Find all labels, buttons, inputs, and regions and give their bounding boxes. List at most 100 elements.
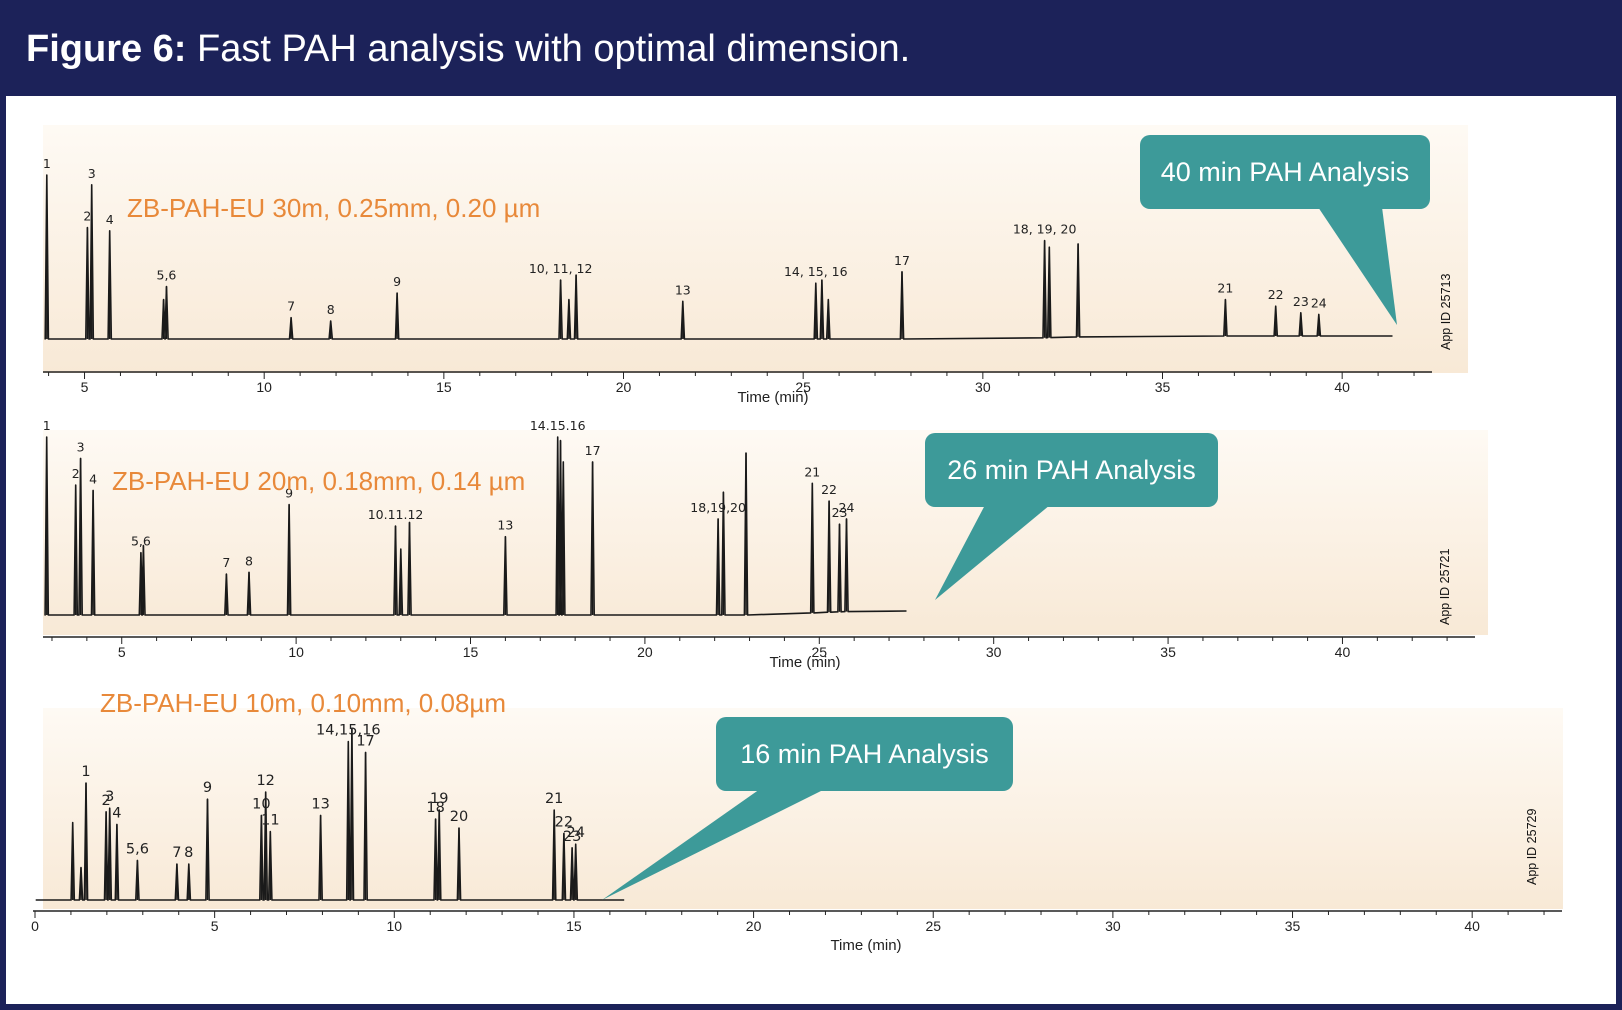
peak-label: 24 <box>567 825 585 841</box>
peak-label: 24 <box>839 500 855 515</box>
peak-label: 13 <box>311 796 329 812</box>
x-tick-label: 40 <box>1464 918 1480 934</box>
peak-label: 3 <box>88 166 96 181</box>
callout-text: 16 min PAH Analysis <box>740 739 989 769</box>
peak-label: 17 <box>356 733 374 749</box>
peak-label: 10 <box>252 796 270 812</box>
peak-label: 1 <box>81 764 90 780</box>
figure-title: Figure 6: Fast PAH analysis with optimal… <box>26 28 910 71</box>
panel-title: ZB-PAH-EU 30m, 0.25mm, 0.20 µm <box>127 193 540 223</box>
peak-label: 21 <box>545 791 563 807</box>
peak-label: 3 <box>77 439 85 454</box>
peak-label: 23 <box>563 829 581 845</box>
peak-label: 4 <box>112 805 121 821</box>
peak-label: 18, 19, 20 <box>1013 222 1077 237</box>
callout-pointer <box>602 789 825 900</box>
chromatogram-trace <box>44 436 907 616</box>
peak-label: 12 <box>256 773 274 789</box>
peak-label: 4 <box>89 471 97 486</box>
callout-text: 40 min PAH Analysis <box>1161 157 1410 187</box>
x-tick-label: 15 <box>566 918 582 934</box>
peak-label: 8 <box>184 845 193 861</box>
x-tick-label: 30 <box>1105 918 1121 934</box>
x-tick-label: 5 <box>81 379 89 395</box>
callout-box <box>716 717 1013 791</box>
peak-label: 8 <box>245 553 253 568</box>
peak-label: 23 <box>832 505 848 520</box>
figure-caption: Fast PAH analysis with optimal dimension… <box>197 28 911 70</box>
peak-label: 19 <box>430 791 448 807</box>
peak-label: 14, 15, 16 <box>784 264 848 279</box>
peak-label: 5,6 <box>157 268 177 283</box>
chromatogram-trace <box>44 174 1393 340</box>
x-tick-label: 30 <box>986 644 1002 660</box>
peak-label: 2 <box>83 208 91 223</box>
peak-label: 13 <box>497 518 513 533</box>
peak-label: 14,15,16 <box>316 723 381 739</box>
x-tick-label: 40 <box>1335 644 1351 660</box>
x-tick-label: 20 <box>637 644 653 660</box>
peak-label: 5,6 <box>126 841 149 857</box>
callout-box <box>1140 135 1430 209</box>
peak-label: 11 <box>261 813 279 829</box>
app-id-label: App ID 25729 <box>1525 809 1539 885</box>
x-tick-label: 35 <box>1160 644 1176 660</box>
peak-label: 18 <box>426 800 444 816</box>
panel-title: ZB-PAH-EU 10m, 0.10mm, 0.08µm <box>100 688 506 718</box>
peak-label: 7 <box>222 555 230 570</box>
x-tick-label: 25 <box>795 379 811 395</box>
figure-label: Figure 6: <box>26 28 187 70</box>
plot-background <box>43 430 1488 635</box>
peak-label: 22 <box>555 814 573 830</box>
x-axis-label: Time (min) <box>737 389 808 406</box>
x-tick-label: 10 <box>288 644 304 660</box>
peak-label: 14.15.16 <box>530 418 586 433</box>
peak-label: 17 <box>585 443 601 458</box>
peak-label: 24 <box>1311 295 1327 310</box>
peak-label: 9 <box>393 274 401 289</box>
peak-label: 21 <box>804 464 820 479</box>
peak-label: 10, 11, 12 <box>529 261 593 276</box>
peak-label: 1 <box>43 156 51 171</box>
x-tick-label: 25 <box>925 918 941 934</box>
peak-label: 2 <box>72 466 80 481</box>
peak-label: 9 <box>285 486 293 501</box>
x-tick-label: 5 <box>118 644 126 660</box>
peak-label: 1 <box>43 418 51 433</box>
peak-label: 9 <box>203 780 212 796</box>
peak-label: 2 <box>102 793 111 809</box>
peak-label: 22 <box>1268 287 1284 302</box>
peak-label: 21 <box>1217 281 1233 296</box>
x-tick-label: 0 <box>31 918 39 934</box>
x-tick-label: 20 <box>616 379 632 395</box>
callout-text: 26 min PAH Analysis <box>947 455 1196 485</box>
peak-label: 5,6 <box>131 534 151 549</box>
figure-header: Figure 6: Fast PAH analysis with optimal… <box>6 6 1616 96</box>
x-tick-label: 15 <box>436 379 452 395</box>
callout-pointer <box>1318 207 1397 325</box>
x-tick-label: 5 <box>211 918 219 934</box>
callout-pointer <box>935 505 1050 600</box>
peak-label: 7 <box>287 299 295 314</box>
peak-label: 18,19,20 <box>690 500 746 515</box>
peak-label: 10.11.12 <box>368 507 424 522</box>
x-tick-label: 15 <box>463 644 479 660</box>
x-tick-label: 35 <box>1155 379 1171 395</box>
x-tick-label: 35 <box>1285 918 1301 934</box>
x-tick-label: 25 <box>812 644 828 660</box>
x-tick-label: 40 <box>1334 379 1350 395</box>
peak-label: 20 <box>450 809 468 825</box>
callout-box <box>925 433 1218 507</box>
chromatogram-trace <box>35 728 625 901</box>
x-axis-label: Time (min) <box>769 654 840 671</box>
peak-label: 22 <box>821 482 837 497</box>
x-tick-label: 10 <box>256 379 272 395</box>
peak-label: 23 <box>1293 294 1309 309</box>
peak-label: 8 <box>327 302 335 317</box>
app-id-label: App ID 25713 <box>1439 274 1453 350</box>
x-tick-label: 10 <box>387 918 403 934</box>
